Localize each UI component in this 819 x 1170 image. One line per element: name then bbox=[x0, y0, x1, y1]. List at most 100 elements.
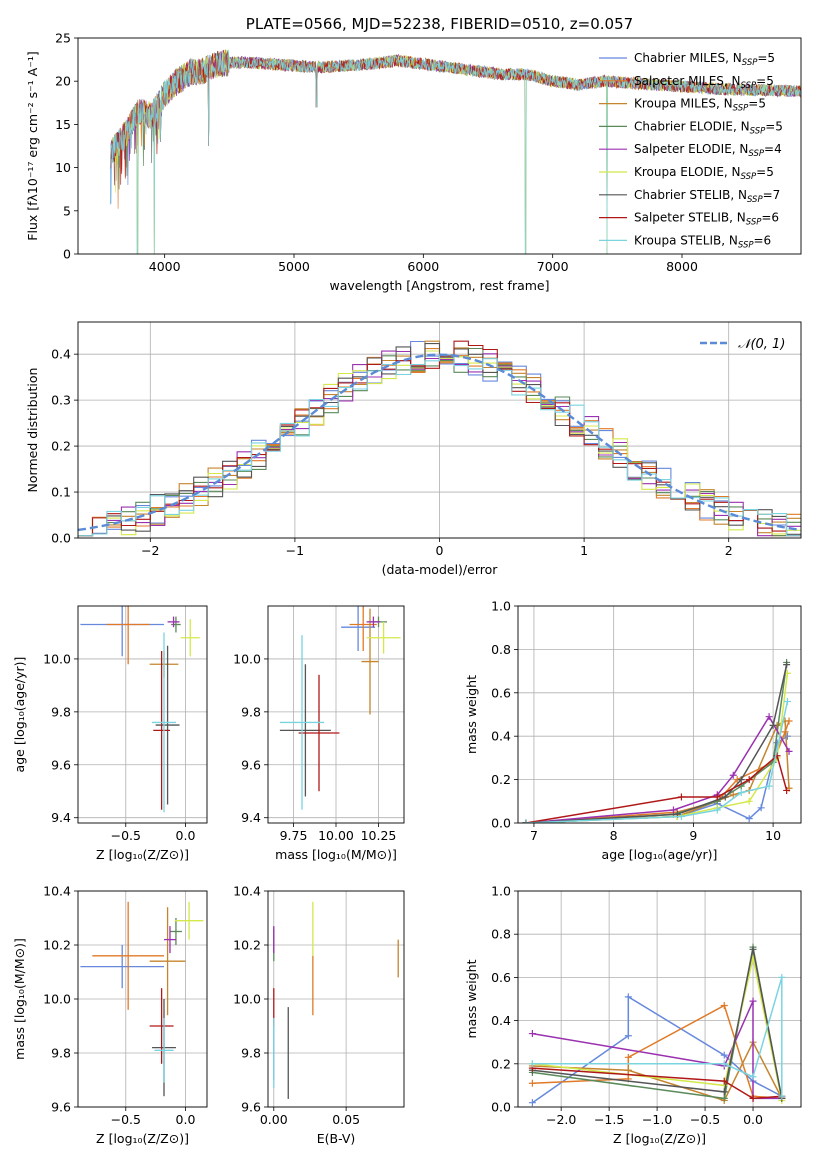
series-marker-7 bbox=[737, 776, 745, 784]
series-marker-8 bbox=[745, 776, 753, 784]
y-tick-label: 10.0 bbox=[43, 992, 71, 1007]
x-tick-label: −0.5 bbox=[111, 828, 141, 843]
y-tick-label: 0.0 bbox=[51, 531, 71, 546]
x-tick-label: −0.5 bbox=[690, 1112, 720, 1127]
histograms bbox=[78, 340, 801, 537]
mass_weight_vs_Z-frame bbox=[517, 890, 802, 1108]
x-axis-label: Z [log₁₀(Z/Z⊙)] bbox=[96, 847, 189, 862]
series-marker-5 bbox=[749, 997, 757, 1005]
age_vs_Z-frame bbox=[77, 605, 208, 824]
series-line-5 bbox=[525, 715, 790, 823]
mass_vs_ebv-frame bbox=[267, 890, 405, 1108]
y-axis-label: mass weight bbox=[464, 675, 479, 754]
x-axis-label: Z [log₁₀(Z/Z⊙)] bbox=[96, 1131, 189, 1146]
mass_vs_Z-axes: −0.5 0.0 9.6 9.8 10.0 10.2 10.4 Z [log₁₀(Z/Z⊙)]… bbox=[12, 884, 208, 1146]
legend-label-1: Chabrier MILES, NSSP=5 bbox=[634, 51, 775, 68]
x-axis-label: E(B-V) bbox=[317, 1131, 356, 1146]
series-marker-5 bbox=[785, 747, 793, 755]
series-marker-1 bbox=[757, 804, 765, 812]
y-tick-label: 9.6 bbox=[241, 1100, 261, 1115]
histogram-series-9 bbox=[78, 354, 801, 537]
legend-label-pdf: 𝒩(0, 1) bbox=[738, 337, 785, 352]
y-tick-label: 10.0 bbox=[233, 651, 261, 666]
series-marker-7 bbox=[769, 721, 777, 729]
spectrum-lines bbox=[109, 49, 801, 254]
series-marker-1 bbox=[783, 732, 791, 740]
residuals-axes: −2 −1 0 1 2 0.0 0.1 0.2 0.3 0.4 (data-model)/error… bbox=[25, 321, 802, 577]
series-marker-9 bbox=[778, 1092, 786, 1100]
series-marker-9 bbox=[713, 806, 721, 814]
y-axis-label: age [log₁₀(age/yr)] bbox=[12, 657, 27, 773]
series-marker-1 bbox=[624, 993, 632, 1001]
series-marker-9 bbox=[778, 973, 786, 981]
x-tick-label: 1 bbox=[580, 543, 588, 558]
x-tick-label: 10.25 bbox=[361, 828, 397, 843]
y-tick-label: 0.2 bbox=[491, 1056, 511, 1071]
x-tick-label: 0 bbox=[436, 543, 444, 558]
series-marker-8 bbox=[749, 1094, 757, 1102]
x-axis-label: age [log₁₀(age/yr)] bbox=[602, 847, 718, 862]
normal-pdf-curve bbox=[78, 353, 801, 532]
series-marker-8 bbox=[720, 1077, 728, 1085]
series-line-9 bbox=[525, 701, 789, 823]
mass_weight_vs_Z-lines bbox=[528, 943, 786, 1107]
x-tick-label: 10 bbox=[765, 828, 781, 843]
spectrum-series-9 bbox=[109, 49, 801, 254]
y-tick-label: 9.8 bbox=[241, 704, 261, 719]
y-tick-label: 0.2 bbox=[491, 772, 511, 787]
y-axis-label: Flux [fλ10⁻¹⁷ erg cm⁻² s⁻¹ A⁻¹] bbox=[25, 51, 40, 240]
series-marker-9 bbox=[720, 1060, 728, 1068]
x-tick-label: −1.0 bbox=[642, 1112, 672, 1127]
series-marker-2 bbox=[624, 1053, 632, 1061]
legend-label-5: Salpeter ELODIE, NSSP=4 bbox=[634, 142, 782, 159]
y-tick-label: 0.4 bbox=[491, 729, 511, 744]
series-marker-7 bbox=[783, 661, 791, 669]
series-marker-9 bbox=[749, 1073, 757, 1081]
series-marker-1 bbox=[745, 815, 753, 823]
age_vs_mass-points bbox=[279, 606, 401, 810]
series-marker-1 bbox=[624, 1032, 632, 1040]
y-tick-label: 25 bbox=[55, 31, 71, 46]
legend-label-4: Chabrier ELODIE, NSSP=5 bbox=[634, 119, 783, 136]
y-tick-label: 9.8 bbox=[51, 704, 71, 719]
mass_vs_ebv-points bbox=[273, 901, 399, 1099]
x-axis-label: (data-model)/error bbox=[382, 562, 499, 577]
series-marker-2 bbox=[528, 1079, 536, 1087]
y-tick-label: 15 bbox=[55, 117, 71, 132]
series-line-7 bbox=[525, 664, 788, 823]
y-axis-label: mass weight bbox=[464, 959, 479, 1038]
mass_vs_Z-frame bbox=[77, 890, 208, 1108]
y-tick-label: 0 bbox=[63, 247, 71, 262]
x-tick-label: 8 bbox=[610, 828, 618, 843]
y-tick-label: 10.4 bbox=[43, 884, 71, 899]
x-tick-label: 10.00 bbox=[318, 828, 354, 843]
x-tick-label: 4000 bbox=[149, 259, 181, 274]
spectrum-frame bbox=[77, 37, 802, 255]
series-marker-8 bbox=[677, 793, 685, 801]
series-marker-2 bbox=[720, 1001, 728, 1009]
series-line-7 bbox=[532, 949, 783, 1099]
y-tick-label: 9.6 bbox=[51, 1100, 71, 1115]
series-marker-7 bbox=[720, 1088, 728, 1096]
age_vs_mass-frame bbox=[267, 605, 405, 824]
legend-label-7: Chabrier STELIB, NSSP=7 bbox=[634, 188, 780, 205]
x-axis-label: mass [log₁₀(M/M⊙)] bbox=[275, 847, 397, 862]
y-tick-label: 0.6 bbox=[491, 685, 511, 700]
x-tick-label: 9.75 bbox=[280, 828, 308, 843]
series-marker-5 bbox=[729, 771, 737, 779]
y-tick-label: 0.0 bbox=[491, 1100, 511, 1115]
x-tick-label: 5000 bbox=[278, 259, 310, 274]
x-tick-label: 0.0 bbox=[176, 1112, 196, 1127]
series-marker-9 bbox=[737, 789, 745, 797]
series-marker-5 bbox=[528, 1030, 536, 1038]
age_vs_Z-points bbox=[80, 606, 200, 813]
series-marker-9 bbox=[783, 697, 791, 705]
x-axis-label: Z [log₁₀(Z/Z⊙)] bbox=[613, 1131, 706, 1146]
legend-label-3: Kroupa MILES, NSSP=5 bbox=[634, 97, 766, 114]
y-tick-label: 10.0 bbox=[43, 651, 71, 666]
series-marker-4 bbox=[720, 1094, 728, 1102]
x-tick-label: 2 bbox=[725, 543, 733, 558]
legend-label-8: Salpeter STELIB, NSSP=6 bbox=[634, 211, 779, 228]
y-tick-label: 10.4 bbox=[233, 884, 261, 899]
series-line-8 bbox=[525, 754, 788, 823]
